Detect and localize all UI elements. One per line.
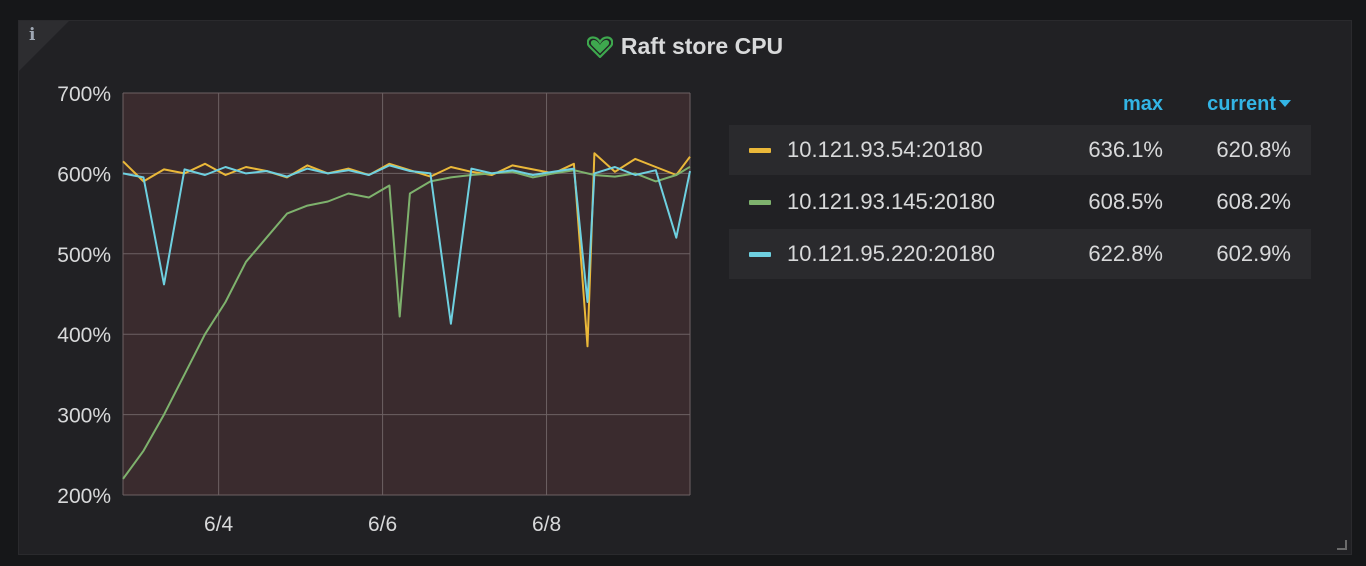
graph-panel: i Raft store CPU 200% 300% 400% 500% 600% 700… — [18, 20, 1352, 555]
x-tick-label: 6/6 — [368, 513, 397, 536]
plot-area — [123, 93, 690, 495]
panel-title-text: Raft store CPU — [620, 33, 784, 59]
legend-series-max: 608.5% — [1088, 189, 1163, 214]
legend-series-name: 10.121.93.54:20180 — [787, 137, 983, 162]
y-tick-label: 600% — [57, 163, 111, 186]
x-tick-label: 6/4 — [204, 513, 234, 536]
y-tick-label: 200% — [57, 485, 111, 508]
heart-icon — [586, 36, 614, 64]
series-color-swatch[interactable] — [749, 200, 771, 205]
legend-series-current: 602.9% — [1216, 241, 1291, 266]
legend-series-name: 10.121.93.145:20180 — [787, 189, 995, 214]
y-tick-label: 300% — [57, 405, 111, 428]
y-tick-label: 700% — [57, 83, 111, 106]
legend-series-current: 608.2% — [1216, 189, 1291, 214]
panel-title[interactable]: Raft store CPU — [19, 33, 1351, 64]
legend-header-max[interactable]: max — [1122, 93, 1163, 115]
legend-series-current: 620.8% — [1216, 137, 1291, 162]
legend-row[interactable]: 10.121.93.145:20180 608.5% 608.2% — [729, 177, 1311, 227]
legend-series-name: 10.121.95.220:20180 — [787, 241, 995, 266]
series-color-swatch[interactable] — [749, 148, 771, 153]
sort-desc-icon — [1279, 100, 1291, 107]
legend-header-current[interactable]: current — [1207, 93, 1291, 116]
panel-resize-handle[interactable] — [1337, 540, 1347, 550]
info-icon[interactable]: i — [29, 25, 36, 45]
legend-header-current-label: current — [1207, 93, 1276, 115]
y-tick-label: 500% — [57, 244, 111, 267]
series-line — [122, 152, 691, 348]
panel-info-corner[interactable] — [19, 21, 69, 71]
cpu-line-chart: 200% 300% 400% 500% 600% 700% 6/4 6/6 6/8 — [57, 83, 691, 536]
legend-row[interactable]: 10.121.95.220:20180 622.8% 602.9% — [729, 229, 1311, 279]
series-line — [122, 165, 691, 480]
legend-series-max: 622.8% — [1088, 241, 1163, 266]
legend-row[interactable]: 10.121.93.54:20180 636.1% 620.8% — [729, 125, 1311, 175]
x-tick-label: 6/8 — [532, 513, 561, 536]
y-tick-label: 400% — [57, 324, 111, 347]
series-color-swatch[interactable] — [749, 252, 771, 257]
legend-series-max: 636.1% — [1088, 137, 1163, 162]
series-line — [122, 164, 691, 325]
